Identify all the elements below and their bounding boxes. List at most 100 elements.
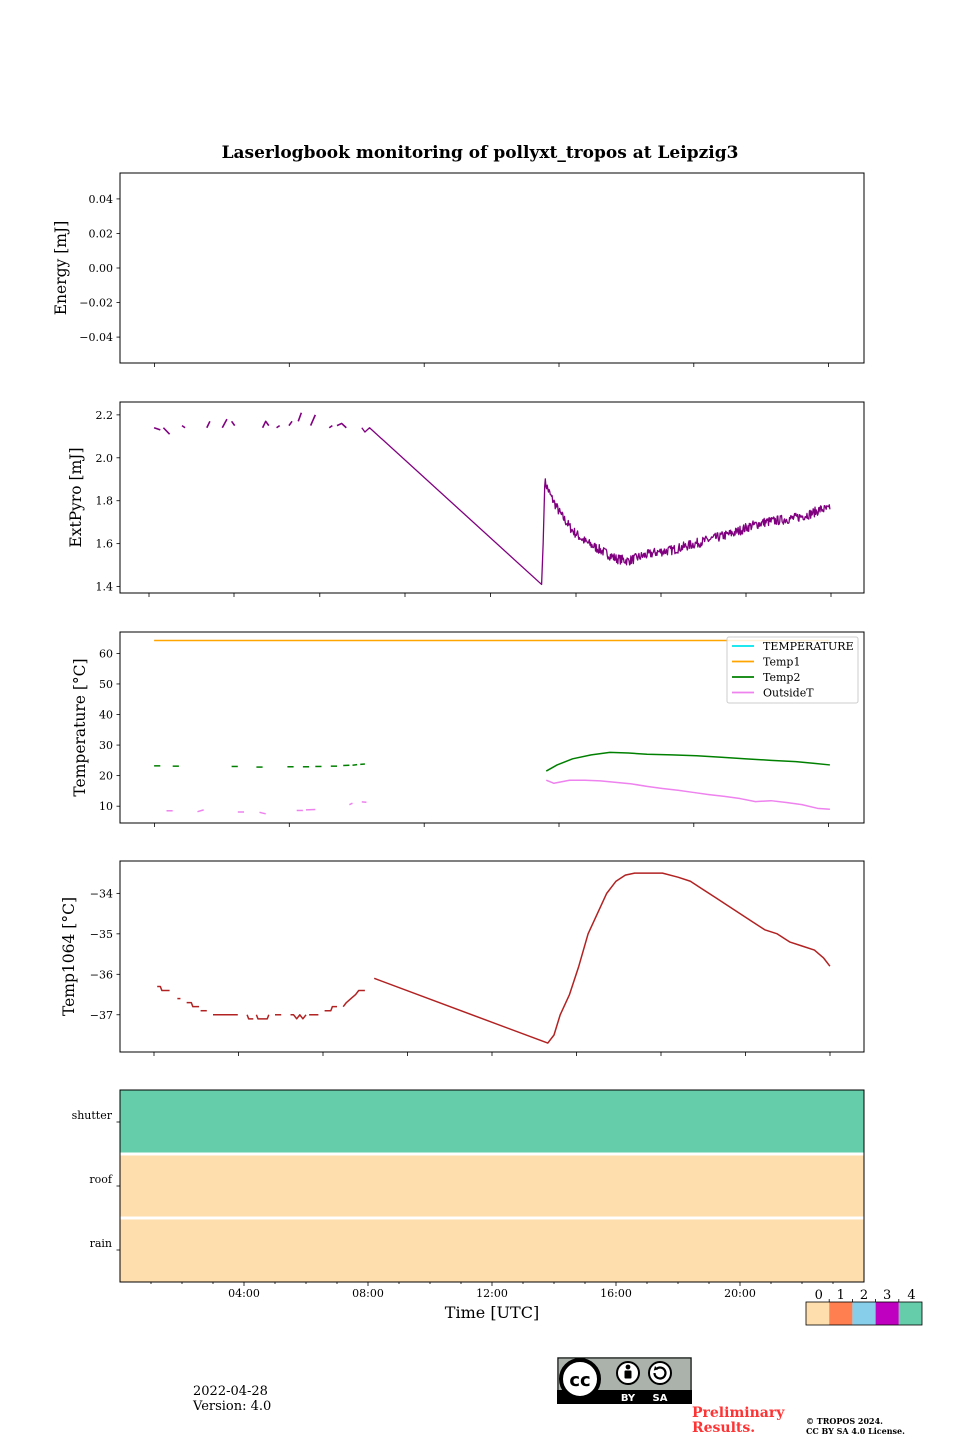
panels: 0.04 0.02 0.00 −0.02 −0.04 Energy [mJ] 1.4 1.6 1… [52, 172, 865, 1322]
temp1064-ytick-label: −35 [90, 928, 113, 941]
time-xtick-label: 04:00 [228, 1287, 260, 1300]
extpyro-series-segment [162, 427, 171, 435]
temperature-ytick-label: 50 [99, 678, 113, 691]
colorbar-tick-label-0: 0 [815, 1288, 823, 1303]
flag-row-rain [120, 1218, 864, 1282]
temp1064-panel-frame [119, 860, 865, 1053]
time-axis-label: Time [UTC] [445, 1303, 539, 1322]
colorbar-tick-label-2: 2 [860, 1288, 868, 1303]
temp1064-ytick-label: −34 [90, 887, 113, 900]
energy-ytick-label: 0.00 [89, 262, 114, 275]
energy-ytick-label: 0.04 [89, 193, 114, 206]
temp1064-series-line [290, 1014, 307, 1020]
sa-share-icon [648, 1361, 672, 1385]
temp1064-series-line [342, 989, 365, 1008]
flag-row-label-rain: rain [90, 1237, 112, 1250]
cc-circle-icon [559, 1358, 601, 1400]
energy-ylabel: Energy [mJ] [52, 221, 70, 316]
temperature-ytick-label: 40 [99, 709, 113, 722]
colorbar-tick-label-3: 3 [883, 1288, 891, 1303]
extpyro-ylabel: ExtPyro [mJ] [67, 447, 85, 547]
extpyro-series-segment [276, 424, 281, 429]
license-badge: cc BY SA [557, 1357, 692, 1404]
extpyro-series-segment [297, 412, 303, 422]
series-outsidet-line [545, 779, 830, 810]
preliminary-label-line1: Preliminary [692, 1405, 785, 1421]
series-outsidet-line [197, 809, 204, 813]
time-xtick-label: 16:00 [600, 1287, 632, 1300]
colorbar-swatch-3 [875, 1302, 899, 1325]
flag-row-roof [120, 1154, 864, 1218]
colorbar-tick-label-1: 1 [837, 1288, 845, 1303]
extpyro-ytick-label: 2.0 [96, 452, 114, 465]
temp1064-ylabel: Temp1064 [°C] [60, 897, 78, 1016]
footer-date: 2022-04-28 [193, 1384, 268, 1399]
colorbar-swatch-4 [898, 1302, 922, 1325]
energy-ytick-label: −0.04 [79, 331, 113, 344]
temp1064-ytick-label: −36 [90, 968, 113, 981]
extpyro-series-segment [309, 414, 317, 426]
extpyro-panel-frame [119, 401, 865, 594]
series-outsidet-line [259, 811, 266, 815]
legend-box [726, 636, 859, 704]
extpyro-series-segment [328, 424, 333, 429]
legend-label-temp2: Temp2 [763, 671, 800, 684]
copyright-line1: © TROPOS 2024. [806, 1416, 883, 1426]
badge-by-label: BY [621, 1393, 636, 1404]
series-outsidet-line [349, 802, 353, 806]
colorbar-swatch-1 [829, 1302, 853, 1325]
legend-label-temperature: TEMPERATURE [763, 640, 854, 653]
extpyro-series-segment [206, 420, 211, 429]
extpyro-series-line [361, 427, 831, 586]
legend-label-outsidet: OutsideT [763, 687, 814, 700]
extpyro-ytick-label: 1.6 [96, 538, 114, 551]
footer-version: Version: 4.0 [193, 1399, 272, 1414]
extpyro-ytick-label: 1.8 [96, 495, 114, 508]
temp1064-ytick-label: −37 [90, 1009, 113, 1022]
colorbar-swatch-2 [852, 1302, 876, 1325]
temp1064-series-line [255, 1014, 270, 1020]
time-xtick-label: 08:00 [352, 1287, 384, 1300]
temperature-ytick-label: 10 [99, 800, 113, 813]
extpyro-series-segment [181, 424, 186, 429]
temp1064-series-line [324, 1005, 337, 1012]
time-xtick-label: 12:00 [476, 1287, 508, 1300]
temperature-ylabel: Temperature [°C] [71, 658, 89, 796]
temp1064-series-line [186, 1001, 200, 1008]
extpyro-ytick-label: 1.4 [96, 581, 114, 594]
copyright-line2: CC BY SA 4.0 License. [806, 1426, 905, 1436]
temp1064-series-line [246, 1014, 254, 1020]
time-xtick-label: 20:00 [724, 1287, 756, 1300]
legend-label-temp1: Temp1 [763, 656, 800, 669]
extpyro-series-segment [336, 422, 347, 429]
extpyro-series-segment [288, 420, 293, 427]
extpyro-series-segment [261, 420, 270, 429]
colorbar-swatch-0 [806, 1302, 830, 1325]
temperature-legend: TEMPERATURE Temp1 Temp2 OutsideT [726, 636, 859, 704]
energy-ytick-label: −0.02 [79, 297, 113, 310]
temperature-ytick-label: 30 [99, 739, 113, 752]
badge-sa-label: SA [653, 1393, 668, 1404]
temperature-panel-frame [119, 631, 865, 824]
extpyro-series-segment [221, 418, 228, 429]
series-temp2-line [545, 751, 830, 772]
extpyro-ytick-label: 2.2 [96, 409, 114, 422]
colorbar-tick-label-4: 4 [907, 1288, 915, 1303]
flag-row-label-roof: roof [89, 1173, 113, 1186]
temperature-ytick-label: 20 [99, 770, 113, 783]
cc-badge-text: cc [569, 1370, 590, 1391]
temp1064-series-line [157, 985, 170, 992]
energy-ytick-label: 0.02 [89, 227, 114, 240]
flag-row-label-shutter: shutter [72, 1109, 113, 1122]
flag-row-shutter [120, 1090, 864, 1154]
colorbar-frame [805, 1301, 923, 1326]
figure-title: Laserlogbook monitoring of pollyxt_tropo… [222, 143, 739, 163]
temperature-ytick-label: 60 [99, 647, 113, 660]
preliminary-label-line2: Results. [692, 1420, 756, 1436]
energy-panel-frame [119, 172, 865, 364]
series-temp2-line [352, 763, 358, 766]
extpyro-series-segment [153, 426, 161, 431]
extpyro-series-segment [230, 420, 236, 427]
